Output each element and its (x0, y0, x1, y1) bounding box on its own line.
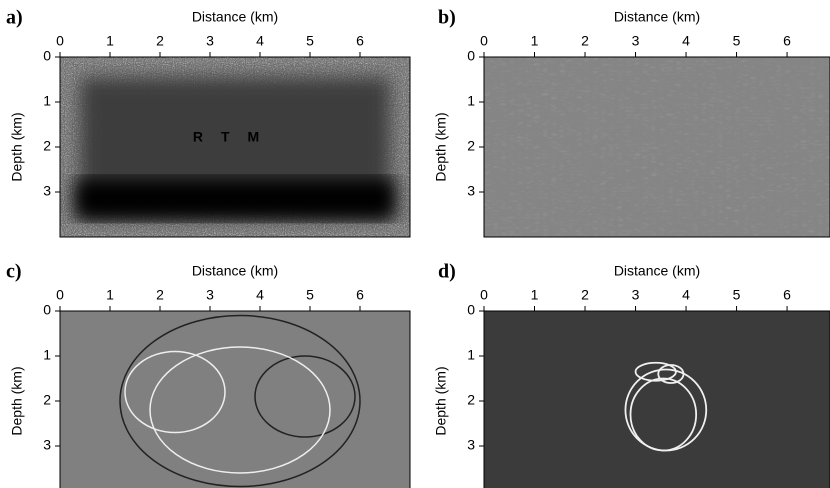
y-tick-label: 2 (467, 138, 475, 154)
y-tick-label: 2 (43, 392, 51, 408)
x-tick-label: 5 (306, 287, 314, 303)
x-axis-title: Distance (km) (192, 9, 278, 25)
y-tick-label: 0 (43, 48, 51, 64)
figure: RTM a) Distance (km) Depth (km) 0 1 2 3 4 5 6 0 1 2 3 b… (0, 0, 830, 488)
x-tick-label: 1 (531, 33, 539, 49)
image-noise (484, 57, 830, 257)
x-tick-label: 3 (632, 287, 640, 303)
x-tick-label: 2 (156, 33, 164, 49)
x-tick-label: 2 (581, 33, 589, 49)
x-axis-title: Distance (km) (192, 263, 278, 279)
y-axis-title: Depth (km) (9, 112, 25, 181)
y-tick-label: 1 (467, 93, 475, 109)
y-axis-title: Depth (km) (433, 366, 449, 435)
y-tick-label: 0 (467, 48, 475, 64)
image-bg (484, 311, 830, 488)
y-tick-label: 0 (43, 302, 51, 318)
x-tick-label: 5 (733, 33, 741, 49)
x-tick-label: 0 (56, 33, 64, 49)
x-tick-label: 6 (783, 33, 791, 49)
y-tick-label: 0 (467, 302, 475, 318)
image-layer (75, 179, 395, 220)
y-tick-label: 3 (467, 183, 475, 199)
x-tick-label: 2 (156, 287, 164, 303)
x-tick-label: 6 (356, 287, 364, 303)
x-tick-label: 5 (733, 287, 741, 303)
x-axis-title: Distance (km) (614, 9, 700, 25)
x-tick-label: 3 (632, 33, 640, 49)
y-tick-label: 1 (43, 93, 51, 109)
x-tick-label: 0 (480, 287, 488, 303)
x-tick-label: 6 (783, 287, 791, 303)
x-tick-label: 4 (256, 287, 264, 303)
y-tick-label: 2 (467, 392, 475, 408)
y-axis-title: Depth (km) (9, 366, 25, 435)
x-tick-label: 5 (306, 33, 314, 49)
image-panel: RTM (60, 57, 460, 257)
x-axis-title: Distance (km) (614, 263, 700, 279)
panel-label: b) (438, 7, 456, 29)
x-tick-label: 4 (682, 33, 690, 49)
y-tick-label: 3 (43, 437, 51, 453)
panel-label: c) (6, 261, 22, 283)
image-panel (484, 311, 830, 488)
y-axis-title: Depth (km) (433, 112, 449, 181)
x-tick-label: 1 (531, 287, 539, 303)
image-text: RTM (193, 129, 277, 145)
y-tick-label: 3 (467, 437, 475, 453)
x-tick-label: 4 (682, 287, 690, 303)
x-tick-label: 4 (256, 33, 264, 49)
x-tick-label: 3 (206, 33, 214, 49)
x-tick-label: 3 (206, 287, 214, 303)
panel-label: d) (438, 261, 456, 283)
y-tick-label: 2 (43, 138, 51, 154)
image-panel (484, 57, 830, 257)
y-tick-label: 3 (43, 183, 51, 199)
x-tick-label: 0 (56, 287, 64, 303)
x-tick-label: 1 (106, 287, 114, 303)
panel-label: a) (6, 7, 23, 29)
y-tick-label: 1 (43, 347, 51, 363)
x-tick-label: 6 (356, 33, 364, 49)
image-panel (60, 311, 460, 488)
x-tick-label: 0 (480, 33, 488, 49)
x-tick-label: 1 (106, 33, 114, 49)
x-tick-label: 2 (581, 287, 589, 303)
y-tick-label: 1 (467, 347, 475, 363)
